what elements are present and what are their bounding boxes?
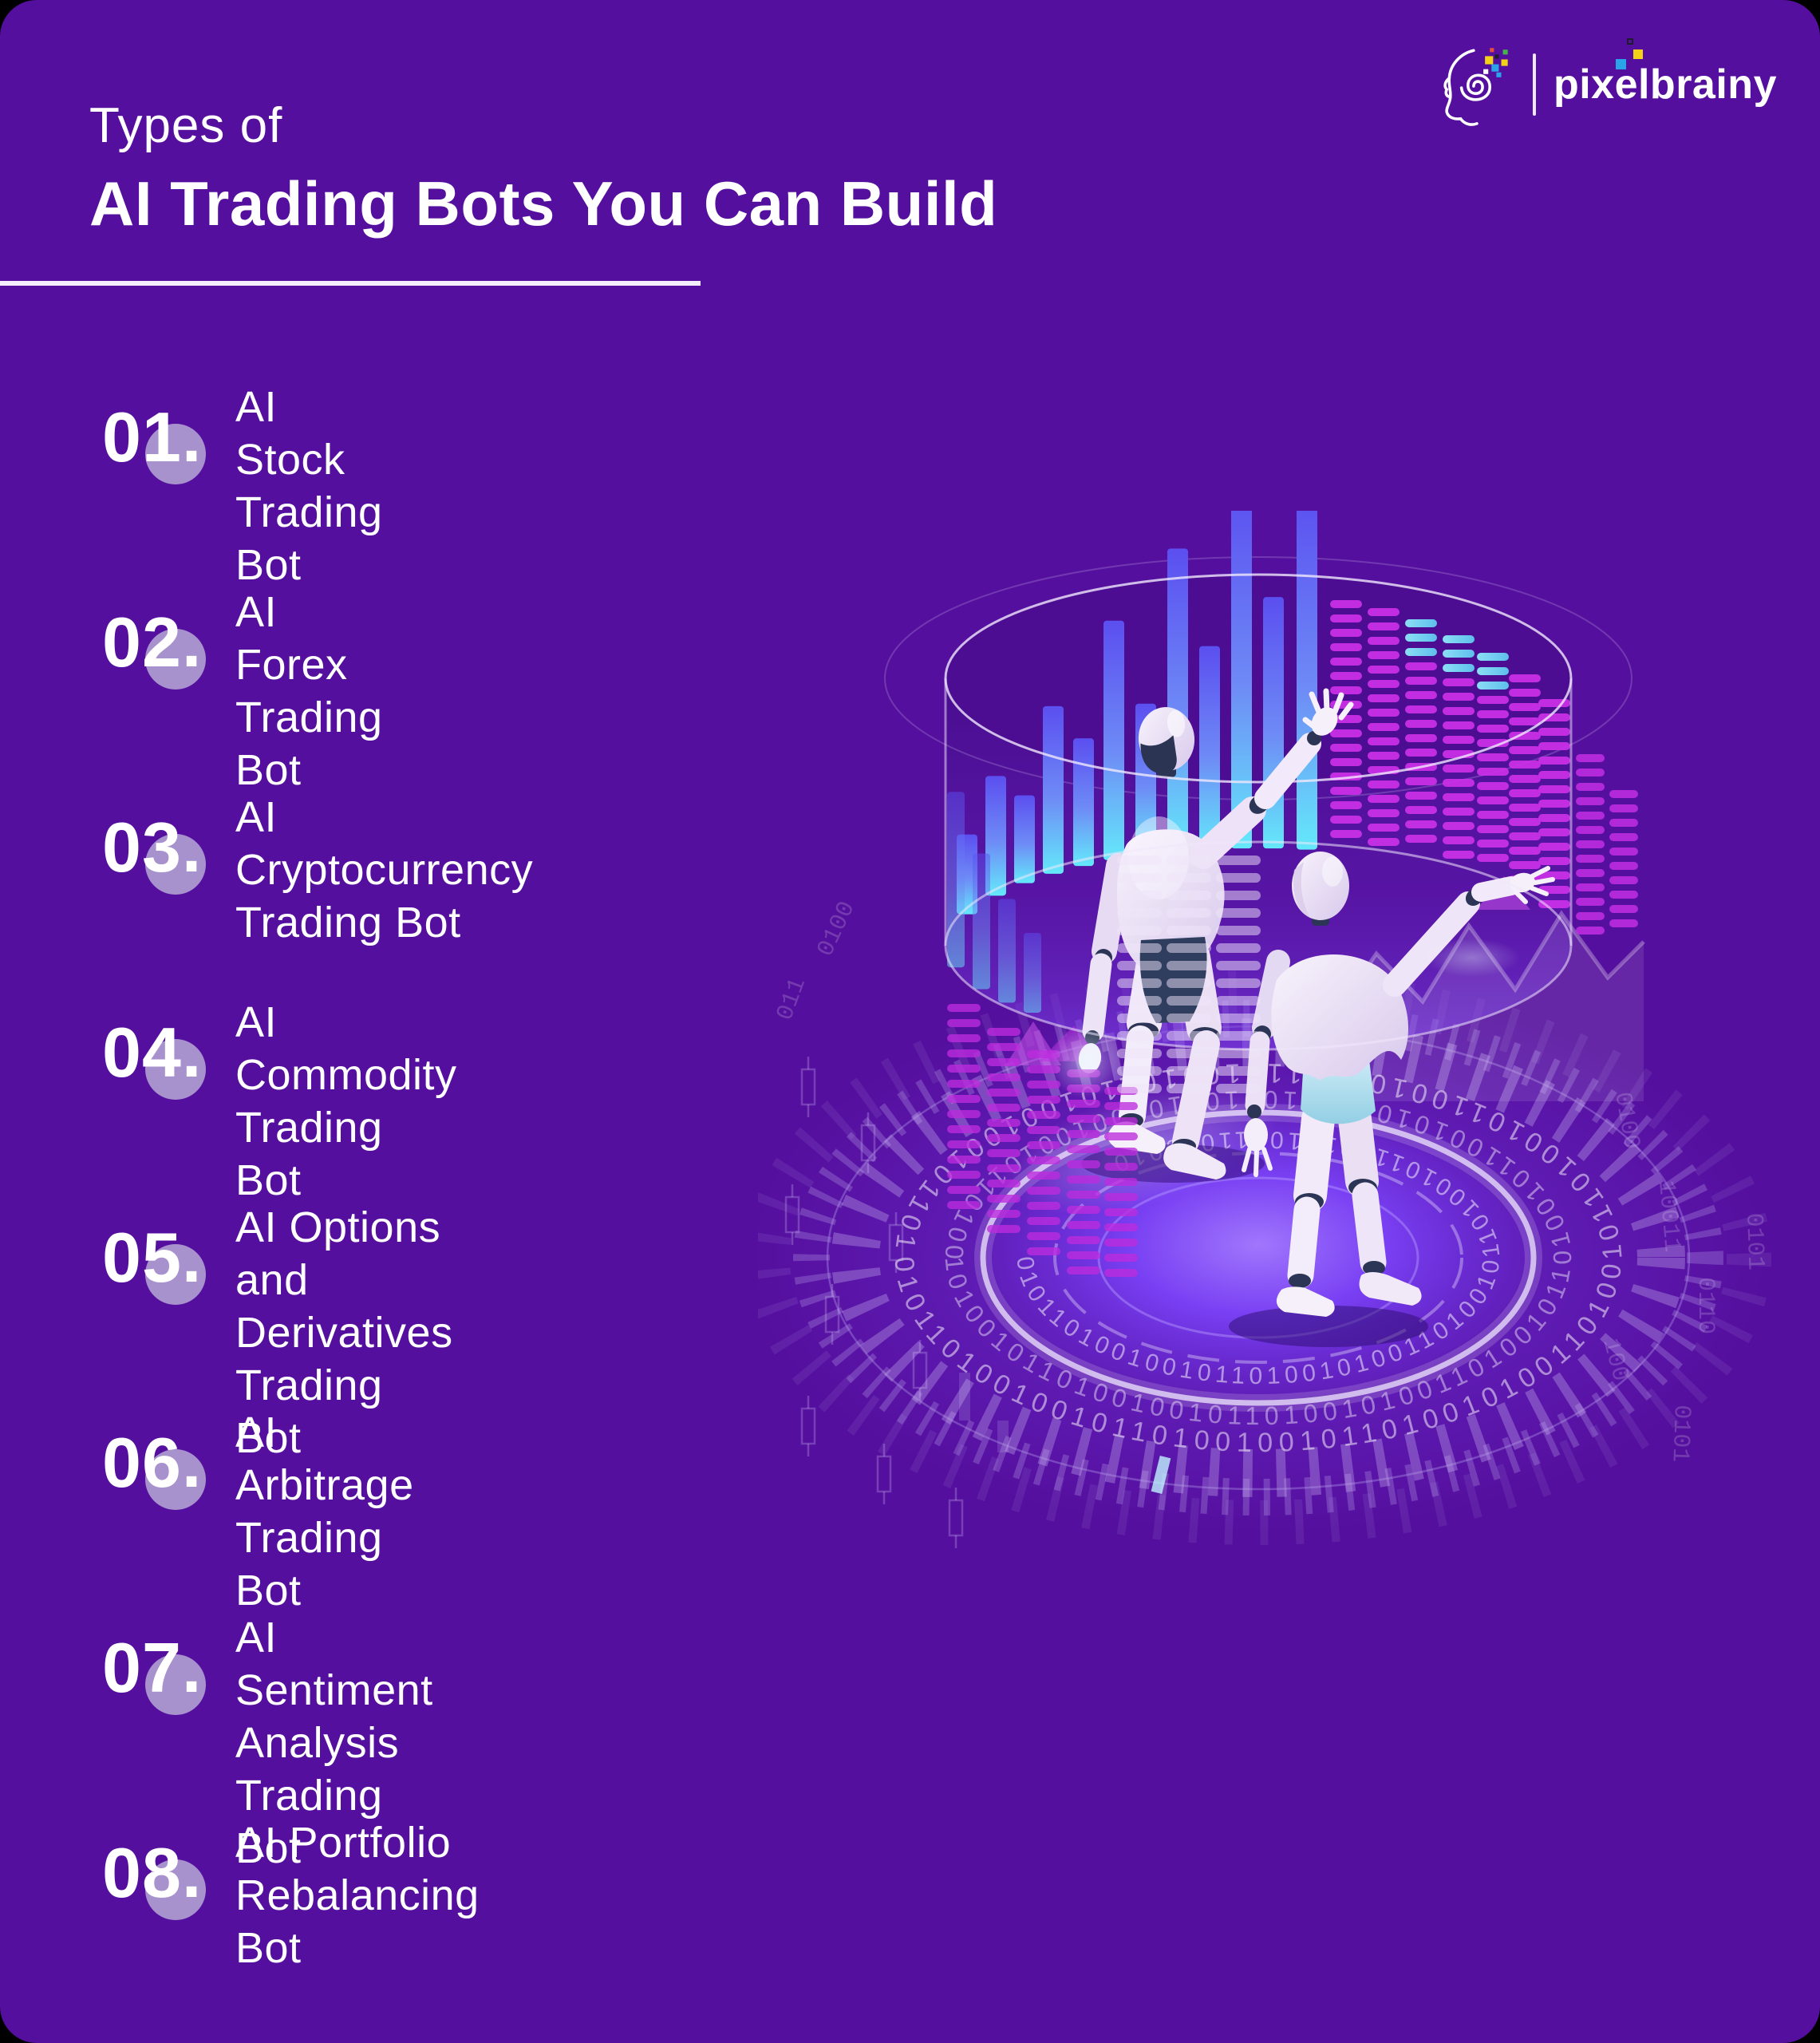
page-title-line1: Types of — [89, 98, 283, 153]
number-circle — [145, 1449, 206, 1510]
item-label: AI Options and Derivatives Trading Bot — [235, 1203, 453, 1462]
magenta-striped-columns-front-right — [1576, 754, 1638, 935]
pixel-blue-square — [1615, 59, 1626, 69]
number-circle — [145, 1039, 206, 1100]
logo-divider — [1532, 53, 1536, 116]
brand-name: pixelbrainy — [1554, 38, 1777, 109]
svg-text:10011: 10011 — [1652, 1180, 1685, 1254]
number-circle — [145, 1654, 206, 1715]
number-circle — [145, 629, 206, 690]
item-label: AI Portfolio Rebalancing Bot — [235, 1819, 480, 1972]
item-label: AI Forex Trading Bot — [235, 588, 383, 794]
number-circle — [145, 1244, 206, 1305]
magenta-striped-columns-back — [1330, 600, 1570, 908]
glow-glint — [1424, 939, 1520, 977]
page-title-line2: AI Trading Bots You Can Build — [89, 168, 998, 239]
white-stripe-overlay — [1117, 856, 1261, 1093]
item-number: 01. — [102, 397, 203, 476]
number-circle — [145, 834, 206, 895]
item-label: AI Commodity Trading Bot — [235, 998, 457, 1204]
brain-head-icon — [1443, 48, 1508, 126]
robot-right-head — [1292, 852, 1349, 920]
svg-text:0110: 0110 — [1692, 1277, 1719, 1334]
item-label: AI Sentiment Analysis Trading Bot — [235, 1614, 433, 1872]
title-underline — [0, 281, 701, 286]
robot-left-head — [1138, 707, 1195, 774]
item-number: 07. — [102, 1628, 203, 1707]
item-number: 04. — [102, 1013, 203, 1092]
item-number: 08. — [102, 1833, 203, 1912]
item-number: 02. — [102, 603, 203, 682]
glow-glint — [1048, 1025, 1122, 1098]
pixel-yellow-square — [1632, 49, 1643, 59]
item-label: AI Stock Trading Bot — [235, 383, 383, 589]
brand-logo: pixelbrainy — [1437, 38, 1777, 129]
svg-text:0101: 0101 — [1665, 1405, 1694, 1463]
item-number: 05. — [102, 1218, 203, 1297]
number-circle — [145, 424, 206, 484]
item-number: 06. — [102, 1423, 203, 1502]
faint-candlestick-glyphs — [784, 1057, 1009, 1548]
pixel-dark-square — [1626, 38, 1633, 45]
number-circle — [145, 1859, 206, 1920]
item-number: 03. — [102, 808, 203, 887]
magenta-striped-columns-front — [947, 1004, 1138, 1277]
svg-text:011: 011 — [772, 974, 811, 1024]
svg-text:0101: 0101 — [1739, 1212, 1768, 1270]
item-label: AI Arbitrage Trading Bot — [235, 1409, 414, 1614]
hologram-cylinder-glass — [944, 573, 1573, 1051]
item-label: AI Cryptocurrency Trading Bot — [235, 793, 534, 946]
svg-text:0100: 0100 — [812, 898, 861, 962]
